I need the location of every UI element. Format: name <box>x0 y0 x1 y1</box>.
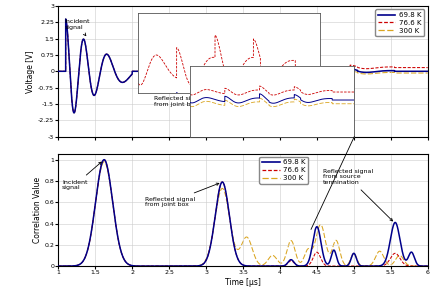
Text: Reflected signal
from joint box: Reflected signal from joint box <box>154 75 214 107</box>
Legend: 69.8 K, 76.6 K, 300 K: 69.8 K, 76.6 K, 300 K <box>259 157 308 184</box>
X-axis label: Time [μs]: Time [μs] <box>225 278 261 287</box>
Text: Incident
signal: Incident signal <box>64 19 90 36</box>
Text: Reflected signal
from joint box: Reflected signal from joint box <box>146 183 219 208</box>
Legend: 69.8 K, 76.6 K, 300 K: 69.8 K, 76.6 K, 300 K <box>375 9 424 36</box>
Y-axis label: Correlation Value: Correlation Value <box>32 177 41 243</box>
Y-axis label: Voltage [V]: Voltage [V] <box>26 50 35 93</box>
Text: Incident
signal: Incident signal <box>62 162 102 191</box>
Text: Reflected signal
from source
termination: Reflected signal from source termination <box>323 168 393 221</box>
